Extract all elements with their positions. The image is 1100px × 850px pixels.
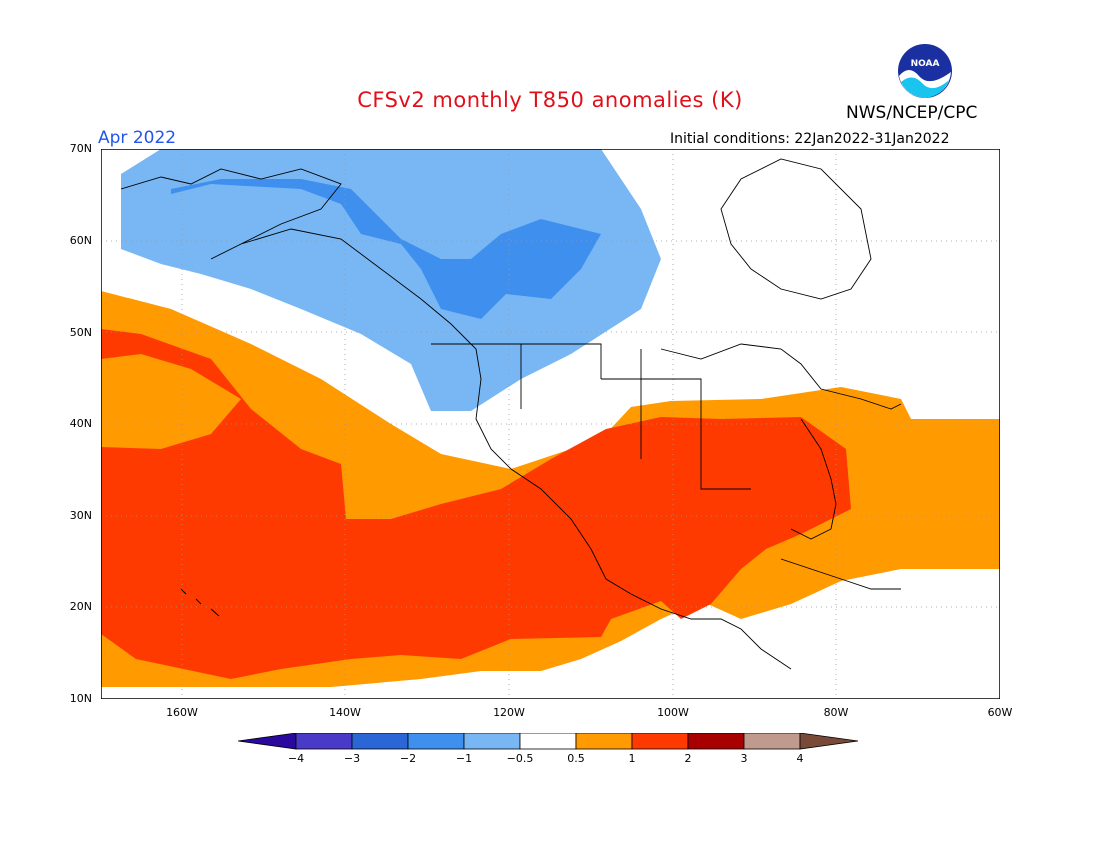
colorbar-low-arrow <box>238 733 297 750</box>
colorbar-segment <box>687 733 745 750</box>
x-tick-label: 60W <box>987 706 1013 719</box>
y-tick-label: 50N <box>69 326 92 339</box>
x-tick-label: 160W <box>166 706 198 719</box>
colorbar-segment <box>407 733 465 750</box>
y-tick-label: 20N <box>69 600 92 613</box>
initial-conditions: Initial conditions: 22Jan2022-31Jan2022 <box>670 131 950 147</box>
warm-anomaly-region-strong <box>101 354 241 449</box>
colorbar-label: 3 <box>740 752 748 765</box>
map-title: CFSv2 monthly T850 anomalies (K) <box>357 88 743 112</box>
x-tick-label: 120W <box>493 706 525 719</box>
y-tick-label: 10N <box>69 692 92 705</box>
colorbar <box>238 733 859 750</box>
svg-text:NOAA: NOAA <box>911 59 940 69</box>
colorbar-label: −4 <box>287 752 305 765</box>
colorbar-segment <box>295 733 353 750</box>
colorbar-label: 0.5 <box>567 752 585 765</box>
organization-label: NWS/NCEP/CPC <box>846 103 978 123</box>
colorbar-segment <box>463 733 521 750</box>
y-tick-label: 70N <box>69 142 92 155</box>
anomaly-map <box>101 149 1000 699</box>
warm-anomaly-region-strong <box>101 329 851 679</box>
x-tick-label: 100W <box>657 706 689 719</box>
forecast-month: Apr 2022 <box>98 128 177 148</box>
colorbar-label: −2 <box>399 752 417 765</box>
noaa-logo: NOAA <box>898 44 952 98</box>
colorbar-label: −0.5 <box>506 752 534 765</box>
y-tick-label: 60N <box>69 234 92 247</box>
colorbar-label: 1 <box>628 752 636 765</box>
y-tick-label: 40N <box>69 417 92 430</box>
colorbar-segment <box>519 733 577 750</box>
colorbar-segment <box>743 733 801 750</box>
colorbar-segment <box>575 733 633 750</box>
colorbar-high-arrow <box>799 733 859 750</box>
colorbar-segment <box>351 733 409 750</box>
x-tick-label: 80W <box>823 706 849 719</box>
cold-anomaly-region-mid <box>171 179 601 319</box>
x-tick-label: 140W <box>329 706 361 719</box>
cold-anomaly-region-light <box>121 149 661 411</box>
colorbar-segment <box>631 733 689 750</box>
colorbar-label: 4 <box>796 752 804 765</box>
y-tick-label: 30N <box>69 509 92 522</box>
colorbar-label: −1 <box>455 752 473 765</box>
colorbar-label: −3 <box>343 752 361 765</box>
colorbar-label: 2 <box>684 752 692 765</box>
